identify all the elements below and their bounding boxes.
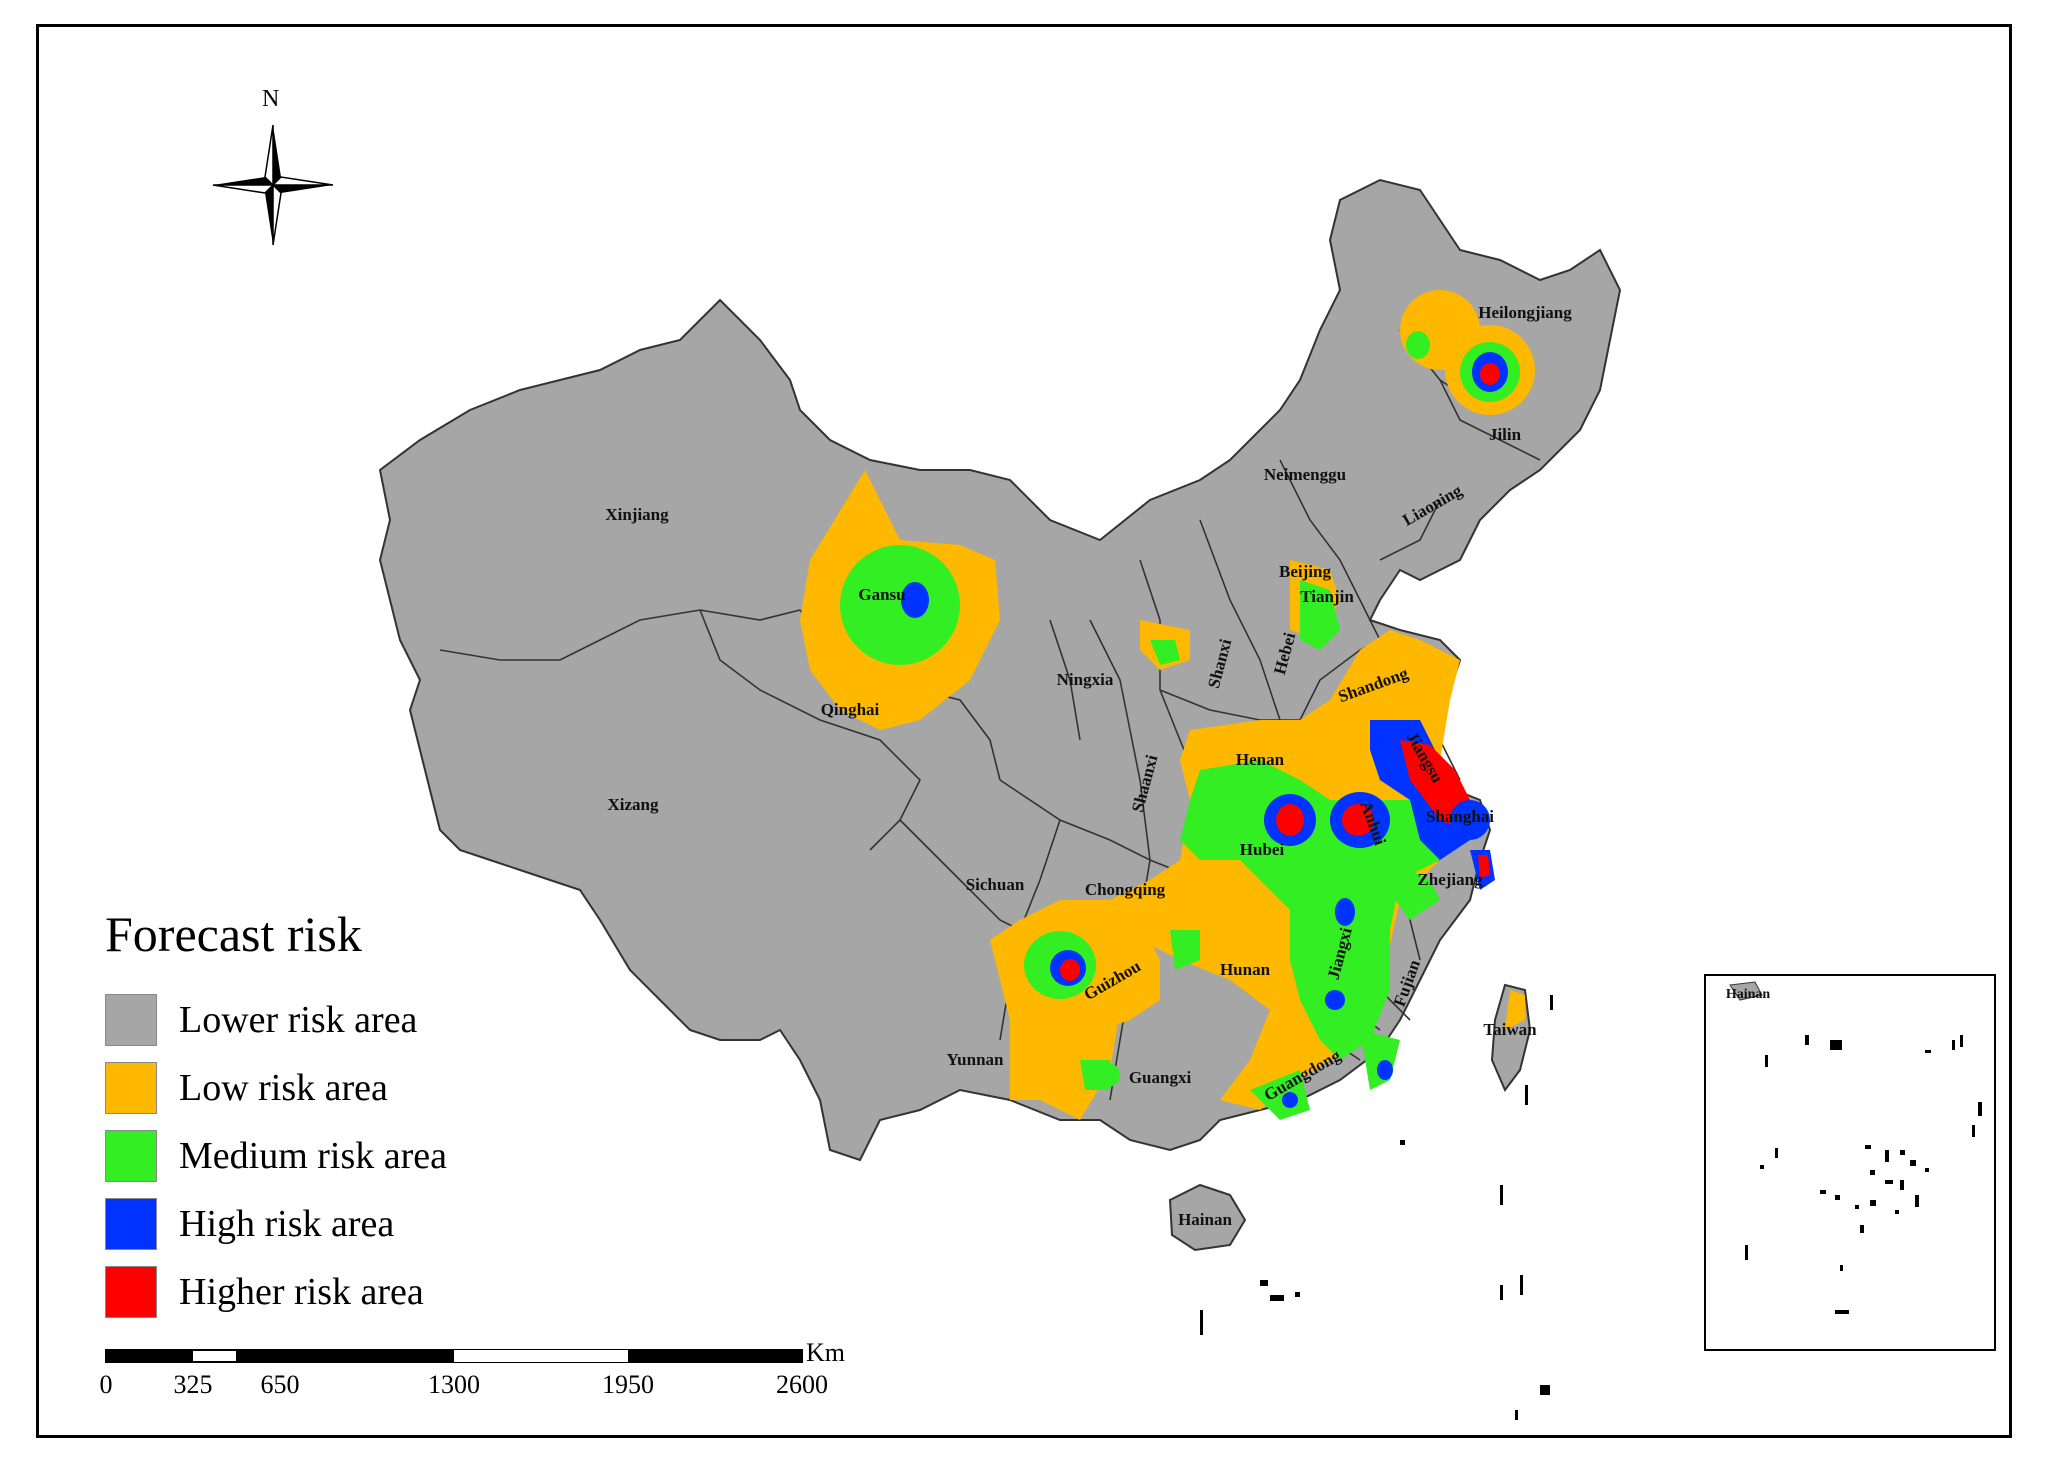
province-label-ningxia: Ningxia [1057,670,1114,689]
scale-tick: 2600 [776,1370,828,1399]
inset-map: Hainan [1704,974,1996,1351]
province-label-guangxi: Guangxi [1129,1068,1192,1087]
legend-label: Low risk area [179,1067,388,1109]
compass-rose-icon [212,124,334,246]
legend-item-high: High risk area [105,1196,394,1252]
province-label-chongqing: Chongqing [1085,880,1166,899]
legend-swatch [105,1062,157,1114]
scale-tick: 650 [260,1370,300,1399]
province-label-sichuan: Sichuan [966,875,1025,894]
scale-tick: 1300 [428,1370,480,1399]
province-label-jilin: Jilin [1489,425,1522,444]
hotspot-guizhou [1010,920,1160,1100]
offshore-islands [1200,995,1553,1420]
north-label: N [262,86,280,112]
province-label-henan: Henan [1236,750,1285,769]
scale-unit: Km [806,1338,845,1367]
province-label-gansu: Gansu [858,585,905,604]
scale-bar-graphic [105,1349,803,1363]
legend-item-low: Low risk area [105,1060,388,1116]
legend-label: Lower risk area [179,999,418,1041]
legend-swatch [105,994,157,1046]
hotspot-gansu [800,470,1000,730]
legend-label: Medium risk area [179,1135,448,1177]
province-label-shanghai: Shanghai [1426,807,1494,826]
legend-item-lower: Lower risk area [105,992,417,1048]
inset-label: Hainan [1726,987,1771,1002]
legend-swatch [105,1198,157,1250]
province-label-yunnan: Yunnan [946,1050,1004,1069]
scale-tick: 325 [173,1370,213,1399]
province-label-beijing: Beijing [1279,562,1331,581]
province-label-hunan: Hunan [1220,960,1271,979]
province-label-hubei: Hubei [1240,840,1285,859]
province-label-zhejiang: Zhejiang [1417,870,1483,889]
scale-tick: 1950 [602,1370,654,1399]
scale-tick: 0 [99,1370,113,1399]
hotspot-heilongjiang [1400,290,1535,415]
province-label-xinjiang: Xinjiang [605,505,669,524]
legend-label: High risk area [179,1203,395,1245]
province-label-tianjin: Tianjin [1300,587,1354,606]
legend-swatch [105,1266,157,1318]
province-label-heilongjiang: Heilongjiang [1478,303,1572,322]
province-label-xizang: Xizang [608,795,660,814]
province-label-qinghai: Qinghai [821,700,880,719]
legend-item-higher: Higher risk area [105,1264,424,1320]
province-label-taiwan: Taiwan [1483,1020,1537,1039]
legend-swatch [105,1130,157,1182]
province-label-neimenggu: Neimenggu [1264,465,1346,484]
province-label-hainan: Hainan [1178,1210,1232,1229]
legend-item-medium: Medium risk area [105,1128,447,1184]
legend-label: Higher risk area [179,1271,424,1313]
legend-title: Forecast risk [105,906,362,962]
